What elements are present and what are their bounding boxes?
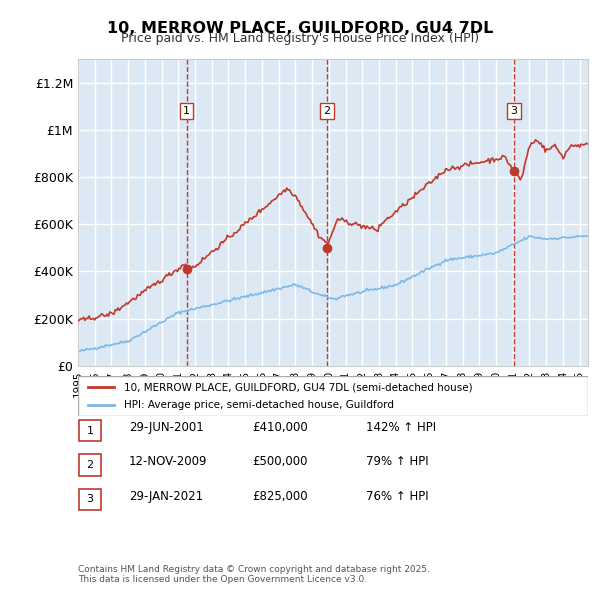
Text: 2: 2: [86, 460, 94, 470]
FancyBboxPatch shape: [78, 376, 588, 416]
Text: HPI: Average price, semi-detached house, Guildford: HPI: Average price, semi-detached house,…: [124, 399, 394, 409]
Text: 3: 3: [86, 494, 94, 504]
Text: 10, MERROW PLACE, GUILDFORD, GU4 7DL: 10, MERROW PLACE, GUILDFORD, GU4 7DL: [107, 21, 493, 35]
Text: 76% ↑ HPI: 76% ↑ HPI: [366, 490, 428, 503]
Text: £825,000: £825,000: [252, 490, 308, 503]
FancyBboxPatch shape: [79, 420, 101, 441]
Text: 1: 1: [86, 426, 94, 435]
Text: £500,000: £500,000: [252, 455, 308, 468]
Text: 142% ↑ HPI: 142% ↑ HPI: [366, 421, 436, 434]
Text: 79% ↑ HPI: 79% ↑ HPI: [366, 455, 428, 468]
FancyBboxPatch shape: [79, 454, 101, 476]
Text: 12-NOV-2009: 12-NOV-2009: [129, 455, 208, 468]
Text: Contains HM Land Registry data © Crown copyright and database right 2025.
This d: Contains HM Land Registry data © Crown c…: [78, 565, 430, 584]
Text: 2: 2: [323, 106, 330, 116]
Text: 10, MERROW PLACE, GUILDFORD, GU4 7DL (semi-detached house): 10, MERROW PLACE, GUILDFORD, GU4 7DL (se…: [124, 382, 473, 392]
Text: £410,000: £410,000: [252, 421, 308, 434]
Text: 3: 3: [511, 106, 518, 116]
Text: 1: 1: [183, 106, 190, 116]
Text: Price paid vs. HM Land Registry's House Price Index (HPI): Price paid vs. HM Land Registry's House …: [121, 32, 479, 45]
Text: 29-JUN-2001: 29-JUN-2001: [129, 421, 204, 434]
Text: 29-JAN-2021: 29-JAN-2021: [129, 490, 203, 503]
FancyBboxPatch shape: [79, 489, 101, 510]
